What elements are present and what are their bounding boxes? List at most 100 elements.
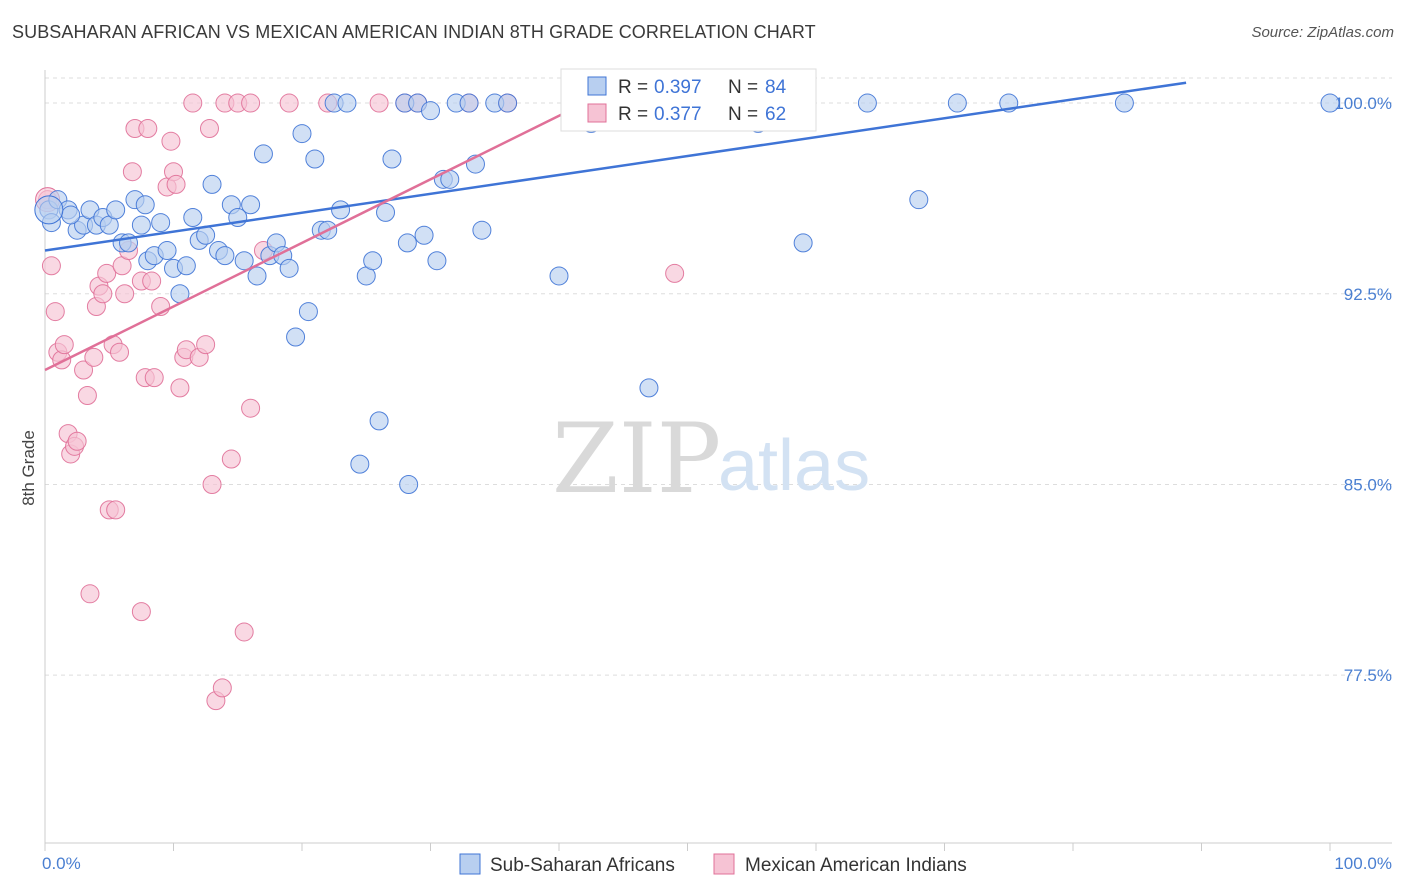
data-point-sub-saharan-africans	[498, 93, 518, 113]
data-point-mexican-american-indians	[665, 263, 685, 283]
data-point-sub-saharan-africans	[279, 258, 299, 278]
data-point-mexican-american-indians	[170, 378, 190, 398]
data-point-sub-saharan-africans	[1114, 93, 1134, 113]
data-point-sub-saharan-africans	[215, 246, 235, 266]
legend-r-value: 0.377	[654, 104, 702, 125]
watermark-atlas: atlas	[718, 426, 870, 506]
data-point-mexican-american-indians	[54, 335, 74, 355]
data-point-sub-saharan-africans	[414, 225, 434, 245]
data-point-sub-saharan-africans	[947, 93, 967, 113]
data-point-sub-saharan-africans	[253, 144, 273, 164]
data-point-sub-saharan-africans	[305, 149, 325, 169]
legend-r-label: R =	[618, 104, 648, 125]
grid-lines	[45, 77, 1392, 676]
data-point-mexican-american-indians	[41, 256, 61, 276]
data-point-mexican-american-indians	[144, 368, 164, 388]
data-point-mexican-american-indians	[279, 93, 299, 113]
data-point-sub-saharan-africans	[135, 195, 155, 215]
data-point-mexican-american-indians	[202, 474, 222, 494]
bottom-legend-swatch-blue	[459, 853, 481, 875]
data-point-mexican-american-indians	[183, 93, 203, 113]
data-point-sub-saharan-africans	[247, 266, 267, 286]
data-point-sub-saharan-africans	[157, 241, 177, 261]
data-point-mexican-american-indians	[241, 93, 261, 113]
data-point-mexican-american-indians	[212, 678, 232, 698]
data-point-sub-saharan-africans	[639, 378, 659, 398]
bottom-legend-label: Mexican American Indians	[745, 855, 967, 876]
y-tick-label: 92.5%	[1344, 285, 1392, 304]
data-point-sub-saharan-africans	[459, 93, 479, 113]
data-point-mexican-american-indians	[80, 584, 100, 604]
watermark-zip: ZIP	[552, 403, 721, 515]
data-point-sub-saharan-africans	[363, 251, 383, 271]
data-point-mexican-american-indians	[138, 118, 158, 138]
bottom-legend-label: Sub-Saharan Africans	[490, 855, 675, 876]
data-point-mexican-american-indians	[234, 622, 254, 642]
data-point-mexican-american-indians	[142, 271, 162, 291]
data-point-mexican-american-indians	[93, 284, 113, 304]
data-point-mexican-american-indians	[221, 449, 241, 469]
data-point-sub-saharan-africans	[151, 213, 171, 233]
bottom-legend: Sub-Saharan Africans Mexican American In…	[459, 853, 967, 876]
data-point-sub-saharan-africans	[183, 207, 203, 227]
y-tick-label: 77.5%	[1344, 666, 1392, 685]
data-point-sub-saharan-africans	[241, 195, 261, 215]
y-tick-label: 85.0%	[1344, 475, 1392, 494]
legend-n-value: 84	[765, 77, 787, 98]
data-point-mexican-american-indians	[369, 93, 389, 113]
data-point-mexican-american-indians	[131, 602, 151, 622]
data-point-sub-saharan-africans	[549, 266, 569, 286]
x-tick-labels: 0.0% 100.0%	[42, 854, 1392, 873]
chart-title: SUBSAHARAN AFRICAN VS MEXICAN AMERICAN I…	[12, 22, 816, 42]
legend-n-label: N =	[728, 77, 758, 98]
legend-swatch-pink	[587, 103, 607, 123]
data-point-mexican-american-indians	[199, 118, 219, 138]
data-point-mexican-american-indians	[161, 131, 181, 151]
x-tick-label: 0.0%	[42, 854, 81, 873]
data-point-sub-saharan-africans	[1320, 93, 1340, 113]
legend-r-label: R =	[618, 77, 648, 98]
legend-n-label: N =	[728, 104, 758, 125]
trend-lines	[44, 81, 1187, 372]
legend-n-value: 62	[765, 104, 786, 125]
data-point-sub-saharan-africans	[472, 220, 492, 240]
bottom-legend-swatch-pink	[713, 853, 735, 875]
trend-line-mexican-american-indians	[44, 96, 596, 372]
y-tick-label: 100.0%	[1334, 94, 1392, 113]
x-tick-label: 100.0%	[1334, 854, 1392, 873]
data-point-sub-saharan-africans	[331, 200, 351, 220]
legend-r-value: 0.397	[654, 77, 702, 98]
data-point-sub-saharan-africans	[397, 233, 417, 253]
data-point-sub-saharan-africans	[909, 190, 929, 210]
data-point-mexican-american-indians	[166, 174, 186, 194]
data-point-mexican-american-indians	[115, 284, 135, 304]
y-axis-label: 8th Grade	[19, 430, 38, 506]
data-point-mexican-american-indians	[77, 385, 97, 405]
y-tick-labels: 100.0% 92.5% 85.0% 77.5%	[1334, 94, 1392, 685]
data-point-mexican-american-indians	[97, 263, 117, 283]
data-point-sub-saharan-africans	[34, 195, 64, 225]
data-point-sub-saharan-africans	[382, 149, 402, 169]
trend-line-sub-saharan-africans	[44, 81, 1187, 252]
data-point-mexican-american-indians	[84, 347, 104, 367]
data-point-sub-saharan-africans	[350, 454, 370, 474]
data-point-sub-saharan-africans	[337, 93, 357, 113]
legend: R = 0.397 N = 84 R = 0.377 N = 62	[560, 68, 817, 132]
data-point-sub-saharan-africans	[234, 251, 254, 271]
data-point-mexican-american-indians	[74, 360, 94, 380]
data-point-sub-saharan-africans	[376, 202, 396, 222]
data-point-sub-saharan-africans	[286, 327, 306, 347]
data-point-mexican-american-indians	[106, 500, 126, 520]
watermark: ZIP atlas	[552, 403, 870, 515]
data-point-sub-saharan-africans	[61, 205, 81, 225]
data-point-sub-saharan-africans	[106, 200, 126, 220]
data-point-sub-saharan-africans	[202, 174, 222, 194]
source-label: Source: ZipAtlas.com	[1251, 24, 1394, 41]
data-point-sub-saharan-africans	[292, 124, 312, 144]
series-mexican-american-indians	[35, 93, 685, 711]
data-point-sub-saharan-africans	[793, 233, 813, 253]
data-point-sub-saharan-africans	[427, 251, 447, 271]
data-point-sub-saharan-africans	[857, 93, 877, 113]
data-point-sub-saharan-africans	[369, 411, 389, 431]
